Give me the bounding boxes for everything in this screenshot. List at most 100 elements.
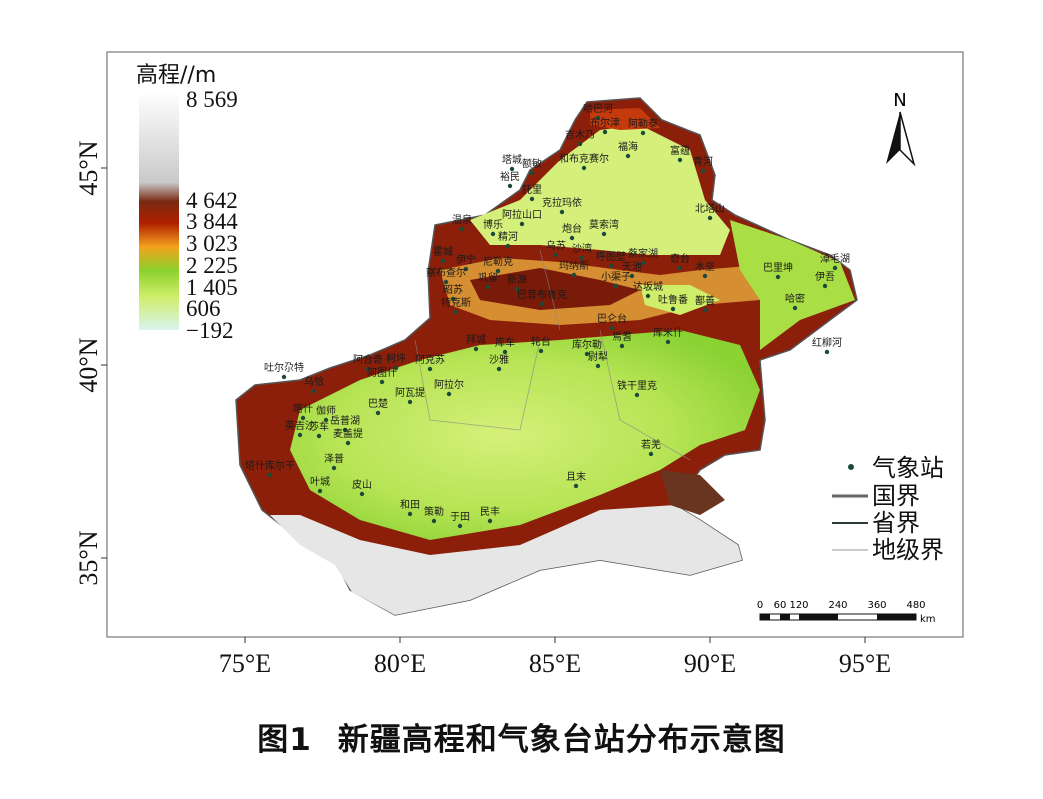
figure-title: 新疆高程和气象台站分布示意图 (338, 722, 786, 758)
map-figure: 75°E 80°E 85°E 90°E 95°E 45°N 40°N 35°N … (0, 0, 1043, 720)
legend-label: 气象站 (872, 454, 944, 482)
elevation-tick: −192 (186, 318, 233, 343)
station-label: 库尔勒 (572, 338, 602, 351)
latitude-axis: 45°N 40°N 35°N (74, 140, 107, 585)
station-dot-icon (508, 184, 512, 188)
station-dot-icon (408, 512, 412, 516)
station-label: 和布克赛尔 (559, 152, 609, 165)
station-label: 伊吾 (815, 271, 835, 283)
station-label: 昭苏 (443, 283, 463, 296)
station-label: 炮台 (562, 222, 582, 235)
station-label: 若羌 (641, 438, 661, 451)
elevation-tick: 8 569 (186, 87, 238, 112)
station-dot-icon (530, 197, 534, 201)
station-dot-icon (703, 308, 707, 312)
station-dot-icon (447, 392, 451, 396)
lon-tick-label: 85°E (529, 649, 581, 678)
station-dot-icon (620, 344, 624, 348)
elevation-legend-title: 高程//m (136, 63, 216, 88)
station-label: 博乐 (483, 218, 503, 231)
station-label: 塔什库尔干 (245, 459, 295, 472)
station-dot-icon (312, 389, 316, 393)
station-label: 福海 (618, 140, 638, 153)
station-dot-icon (408, 400, 412, 404)
station-label: 木垒 (695, 260, 715, 273)
station-dot-icon (441, 259, 445, 263)
scale-unit: km (920, 614, 936, 625)
station-dot-icon (530, 171, 534, 175)
station-label: 红柳河 (812, 336, 842, 349)
station-label: 阿瓦提 (395, 387, 425, 399)
station-label: 皮山 (352, 478, 372, 491)
station-label: 吐尔尕特 (264, 361, 304, 374)
station-dot-icon (793, 306, 797, 310)
legend-label: 地级界 (872, 536, 944, 564)
station-dot-icon (346, 441, 350, 445)
station-label: 和田 (400, 499, 420, 511)
station-dot-icon (823, 284, 827, 288)
station-dot-icon (460, 227, 464, 231)
station-label: 达坂城 (633, 281, 663, 293)
station-dot-icon (596, 364, 600, 368)
station-dot-icon (609, 264, 613, 268)
north-label: N (893, 90, 906, 111)
station-dot-icon (332, 466, 336, 470)
station-label: 哈巴河 (583, 102, 613, 115)
station-dot-icon (630, 274, 634, 278)
station-dot-icon (503, 350, 507, 354)
station-label: 莎车 (309, 420, 329, 433)
station-dot-icon (282, 375, 286, 379)
lat-tick-label: 35°N (74, 530, 103, 585)
station-dot-icon (610, 326, 614, 330)
station-label: 阿拉尔 (434, 378, 464, 391)
station-label: 策勒 (424, 505, 444, 518)
station-label: 塔城 (502, 153, 522, 166)
station-dot-icon (454, 310, 458, 314)
station-dot-icon (603, 130, 607, 134)
station-label: 民丰 (480, 505, 500, 518)
station-dot-icon (626, 154, 630, 158)
lat-tick-label: 45°N (74, 140, 103, 195)
station-label: 特克斯 (441, 296, 471, 309)
station-label: 布尔津 (590, 116, 620, 129)
station-label: 精河 (498, 230, 518, 243)
scale-label: 0 (757, 600, 763, 611)
station-dot-icon (510, 167, 514, 171)
station-label: 淖毛湖 (820, 252, 850, 265)
station-label: 巴仑台 (597, 312, 627, 325)
station-dot-icon (602, 232, 606, 236)
scale-label: 360 (867, 600, 886, 611)
station-label: 且末 (566, 470, 586, 483)
station-dot-icon (572, 273, 576, 277)
elevation-colorbar (139, 92, 179, 330)
station-label: 克拉玛依 (542, 196, 582, 209)
station-dot-icon (486, 285, 490, 289)
station-dot-icon (614, 284, 618, 288)
scale-label: 480 (906, 600, 925, 611)
station-label: 阿拉山口 (502, 208, 542, 221)
station-label: 新源 (507, 273, 527, 286)
station-label: 阿克苏 (415, 353, 445, 366)
station-label: 铁干里克 (617, 379, 657, 392)
legend-label: 省界 (872, 509, 920, 537)
station-label: 青河 (693, 155, 713, 168)
station-label: 库米什 (653, 326, 683, 339)
station-dot-icon (570, 236, 574, 240)
station-label: 察布查尔 (426, 266, 466, 279)
station-label: 沙湾 (572, 242, 592, 255)
station-dot-icon (703, 274, 707, 278)
station-dot-icon (444, 280, 448, 284)
station-label: 蔡家湖 (628, 247, 658, 260)
station-label: 阿图什 (367, 367, 397, 379)
station-dot-icon (318, 489, 322, 493)
scale-label: 240 (828, 600, 847, 611)
station-label: 麦盖提 (333, 427, 363, 440)
station-dot-icon (298, 433, 302, 437)
lon-tick-label: 80°E (374, 649, 426, 678)
station-dot-icon (540, 302, 544, 306)
station-label: 巴楚 (368, 397, 388, 410)
station-dot-icon (776, 275, 780, 279)
station-label: 莫索湾 (589, 218, 619, 231)
station-label: 哈密 (785, 292, 805, 305)
station-dot-icon (833, 266, 837, 270)
